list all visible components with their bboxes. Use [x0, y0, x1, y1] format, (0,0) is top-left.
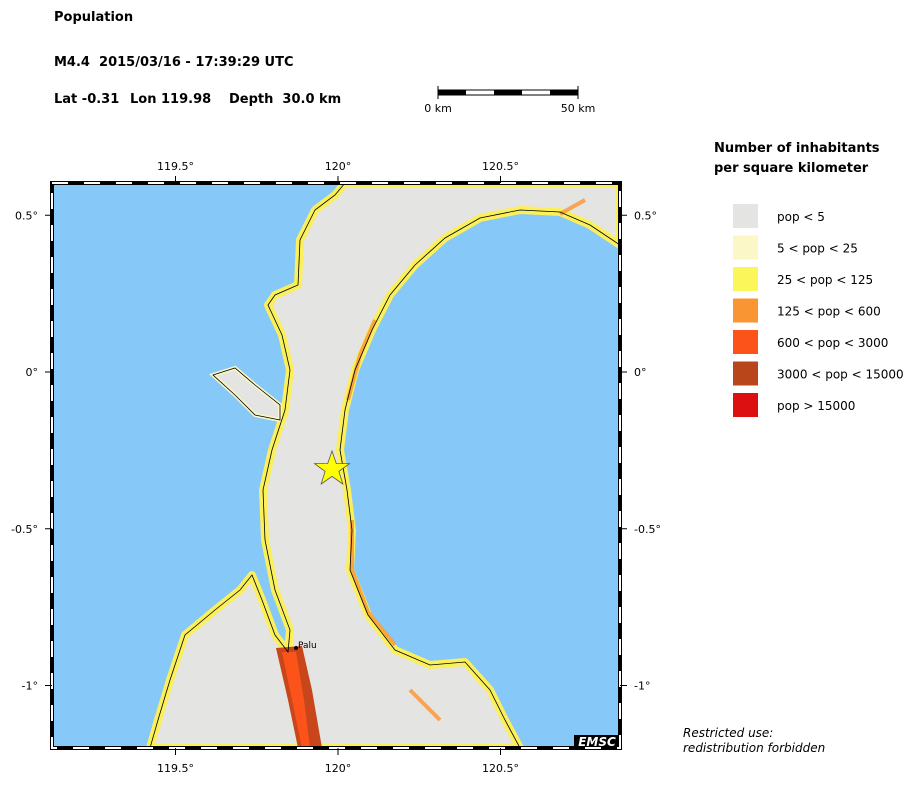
scale-start: 0 km: [424, 102, 452, 115]
lon-tick-label: 120.5°: [482, 160, 519, 173]
urban-orange: [346, 198, 586, 722]
map: Palu EMSC: [52, 183, 620, 749]
logo: EMSC: [578, 735, 616, 749]
lat-tick-label: -0.5°: [11, 523, 38, 536]
legend-label: 600 < pop < 3000: [777, 336, 888, 350]
lon-tick-label: 120°: [325, 160, 352, 173]
lon: Lon 119.98: [130, 92, 211, 107]
legend-swatch: [733, 204, 758, 228]
legend-label: pop < 5: [777, 210, 825, 224]
lat-tick-label: 0.5°: [634, 209, 657, 222]
logo-box: [574, 735, 620, 748]
lat-tick-label: -1°: [634, 680, 650, 693]
legend-swatch: [733, 330, 758, 354]
event: M4.4 2015/03/16 - 17:39:29 UTC: [54, 55, 293, 70]
lon-tick-label: 119.5°: [157, 762, 194, 775]
legend-swatch: [733, 361, 758, 386]
legend-swatch: [733, 298, 758, 323]
lon-tick-label: 120°: [325, 762, 352, 775]
notice: redistribution forbidden: [683, 741, 825, 755]
legend-swatch: [733, 393, 758, 417]
lat-tick-label: 0°: [26, 366, 39, 379]
legend-label: 125 < pop < 600: [777, 305, 881, 319]
lat-tick-label: -0.5°: [634, 523, 661, 536]
city-dot: [294, 646, 298, 650]
legend-swatch: [733, 267, 758, 291]
title: Population: [54, 10, 133, 25]
legend-swatch: [733, 235, 758, 260]
legend: pop < 5 5 < pop < 25 25 < pop < 125 125 < p…: [733, 204, 904, 417]
epicenter: [313, 449, 351, 486]
urban-palu-core: [282, 652, 310, 748]
lon-tick-label: 120.5°: [482, 762, 519, 775]
lat-tick-label: 0°: [634, 366, 647, 379]
legend-label: pop > 15000: [777, 399, 855, 413]
lat: Lat -0.31: [54, 92, 119, 107]
legend-label: 25 < pop < 125: [777, 273, 873, 287]
lon-tick-label: 119.5°: [157, 160, 194, 173]
notice: Restricted use:: [683, 726, 773, 740]
graticule: 119.5° 119.5° 120° 120° 120.5° 120.5° 0.5° 0.5°…: [11, 160, 661, 775]
lat-tick-label: 0.5°: [15, 209, 38, 222]
legend-title: per square kilometer: [714, 161, 869, 176]
legend-label: 3000 < pop < 15000: [777, 368, 904, 382]
city-label: Palu: [298, 641, 317, 651]
legend-label: 5 < pop < 25: [777, 242, 858, 256]
frame-dash: [51, 182, 621, 749]
depth: Depth 30.0 km: [229, 92, 341, 107]
scale-bar: 0 km 50 km: [424, 86, 595, 115]
coastline: [149, 183, 620, 748]
legend-title: Number of inhabitants: [714, 141, 880, 156]
lat-tick-label: -1°: [22, 680, 38, 693]
scale-end: 50 km: [561, 102, 596, 115]
